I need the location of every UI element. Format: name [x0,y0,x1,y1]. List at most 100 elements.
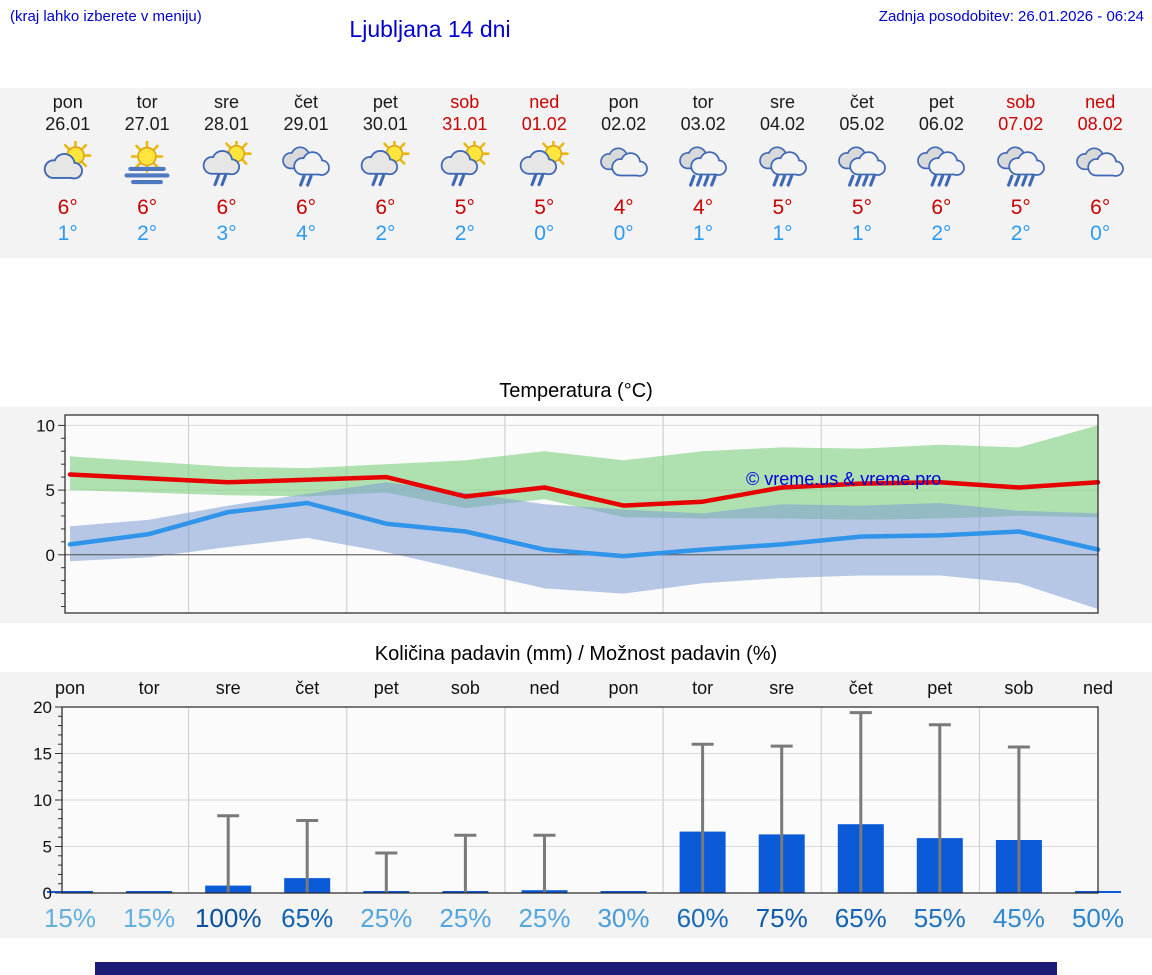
day-name: tor [692,92,714,112]
day-column: pon 02.02 4° 0° [584,88,663,258]
low-temp: 1° [772,222,793,245]
high-temp: 6° [57,196,78,219]
precip-probability: 25% [518,903,570,933]
day-name: ned [529,92,560,112]
precip-day-label: pon [608,678,638,698]
day-column: tor 03.02 4° 1° [663,88,742,258]
precip-probability: 15% [123,903,175,933]
precip-day-label: tor [692,678,713,698]
day-name: čet [293,92,318,112]
day-date: 07.02 [998,114,1044,134]
day-name: pet [928,92,954,112]
day-column: pet 06.02 6° 2° [902,88,981,258]
sun-cloud-rain-icon [505,135,584,193]
day-column: sob 07.02 5° 2° [981,88,1060,258]
day-column: sob 31.01 5° 2° [425,88,504,258]
precip-probability: 30% [597,903,649,933]
forecast-day-strip: pon 26.01 6° 1° tor 27.01 6° 2° sre 28.01 6° 3° čet 2… [0,88,1152,258]
high-temp: 5° [534,196,555,219]
precip-probability: 55% [914,903,966,933]
day-date: 01.02 [521,114,567,134]
day-date: 08.02 [1077,114,1123,134]
precip-day-label: sre [769,678,794,698]
precip-day-label: sre [216,678,241,698]
cloud-rain-icon [743,135,822,193]
day-column: pet 30.01 6° 2° [346,88,425,258]
footer-bar [95,962,1057,975]
precip-probability: 15% [44,903,96,933]
svg-text:5: 5 [43,838,52,857]
high-temp: 6° [295,196,317,219]
low-temp: 0° [613,222,634,245]
low-temp: 2° [137,222,158,245]
low-temp: 2° [1010,222,1031,245]
sun-cloud-icon [28,135,107,193]
cloud-rain-heavy-icon [981,135,1060,193]
cloud-rain-icon [902,135,981,193]
precip-bar [600,891,647,893]
last-updated: Zadnja posodobitev: 26.01.2026 - 06:24 [878,8,1144,25]
high-temp: 5° [454,196,475,219]
day-column: ned 01.02 5° 0° [505,88,584,258]
sun-cloud-rain-icon [425,135,504,193]
sun-cloud-rain-icon [346,135,425,193]
day-name: pet [372,92,398,112]
day-date: 30.01 [362,114,408,134]
high-temp: 4° [693,196,714,219]
high-temp: 6° [216,196,237,219]
svg-text:5: 5 [46,481,55,500]
precip-probability: 60% [677,903,729,933]
low-temp: 1° [851,222,872,245]
precip-day-label: tor [139,678,160,698]
svg-text:20: 20 [33,698,52,717]
precip-day-label: čet [849,678,873,698]
day-name: pon [608,92,639,112]
day-name: sob [1006,92,1036,112]
precip-day-label: pet [927,678,952,698]
day-date: 06.02 [918,114,964,134]
precipitation-chart: pon tor sre čet pet sob ned pon tor sre čet pet sob n… [0,672,1152,938]
svg-text:15: 15 [33,745,52,764]
low-temp: 0° [534,222,555,245]
day-column: tor 27.01 6° 2° [107,88,186,258]
day-column: pon 26.01 6° 1° [28,88,107,258]
day-column: čet 05.02 5° 1° [822,88,901,258]
precip-day-label: ned [529,678,559,698]
day-name: čet [849,92,874,112]
day-date: 26.01 [45,114,91,134]
low-temp: 4° [295,222,317,245]
precip-day-label: pet [374,678,399,698]
cloud-rain-heavy-icon [663,135,742,193]
day-name: tor [136,92,158,112]
day-name: sob [450,92,480,112]
low-temp: 3° [216,222,237,245]
precip-bar [126,891,173,893]
low-temp: 1° [693,222,714,245]
day-date: 05.02 [839,114,885,134]
svg-text:0: 0 [46,546,55,565]
sun-cloud-rain-icon [187,135,266,193]
page-title: Ljubljana 14 dni [349,16,511,42]
svg-text:0: 0 [43,884,52,903]
high-temp: 5° [772,196,793,219]
precip-probability: 65% [281,903,333,933]
sun-fog-icon [107,135,186,193]
day-name: ned [1085,92,1116,112]
precip-day-label: čet [295,678,319,698]
precip-probability: 50% [1072,903,1124,933]
cloud-rain-light-icon [266,135,345,193]
precip-day-label: ned [1083,678,1113,698]
low-temp: 2° [454,222,475,245]
low-temp: 2° [375,222,396,245]
day-column: sre 04.02 5° 1° [743,88,822,258]
svg-text:10: 10 [36,416,55,435]
precip-day-label: pon [55,678,85,698]
precip-probability: 25% [439,903,491,933]
precip-probability: 100% [195,903,262,933]
high-temp: 4° [613,196,634,219]
low-temp: 2° [931,222,952,245]
day-name: sre [770,92,796,112]
temperature-chart: © vreme.us & vreme.pro 0 5 10 [0,407,1152,623]
high-temp: 6° [375,196,396,219]
